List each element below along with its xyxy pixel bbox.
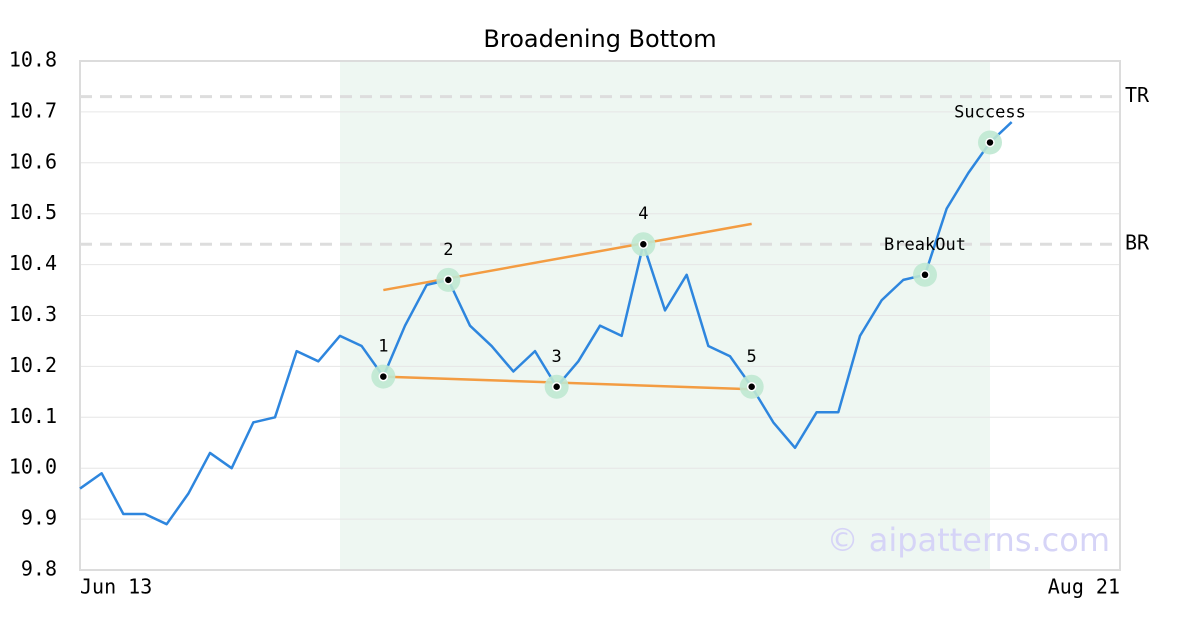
x-tick-label: Jun 13 [80,575,152,599]
price-line [79,121,1013,526]
plot-border [79,60,1121,571]
x-tick-label: Aug 21 [1048,575,1120,599]
marker-label: 1 [378,337,388,357]
y-tick-label: 9.9 [21,506,57,530]
watermark: © aipatterns.com [827,521,1110,559]
y-tick-label: 10.0 [9,455,57,479]
y-tick-label: 10.2 [9,353,57,377]
chart-title: Broadening Bottom [483,25,716,53]
marker-dot [378,371,389,382]
level-label: TR [1125,83,1150,107]
y-tick-label: 10.5 [9,200,57,224]
marker-label: Success [954,102,1026,122]
marker-dot [443,275,454,285]
marker-label: 5 [747,347,757,367]
y-tick-label: 10.8 [9,48,57,72]
marker-label: 2 [443,240,453,260]
y-tick-label: 10.6 [9,149,57,173]
y-tick-label: 10.1 [9,404,57,428]
y-tick-label: 10.4 [9,251,57,275]
marker-dot [920,270,930,280]
marker-dot [746,382,757,392]
marker-label: 3 [552,347,562,367]
marker-dot [638,239,649,249]
y-tick-label: 9.8 [21,557,57,581]
marker-label: BreakOut [884,235,966,255]
marker-dot [551,382,562,392]
y-tick-label: 10.7 [9,98,57,122]
marker-dot [985,137,995,148]
marker-label: 4 [638,204,648,224]
level-label: BR [1125,231,1150,255]
y-tick-label: 10.3 [9,302,57,326]
